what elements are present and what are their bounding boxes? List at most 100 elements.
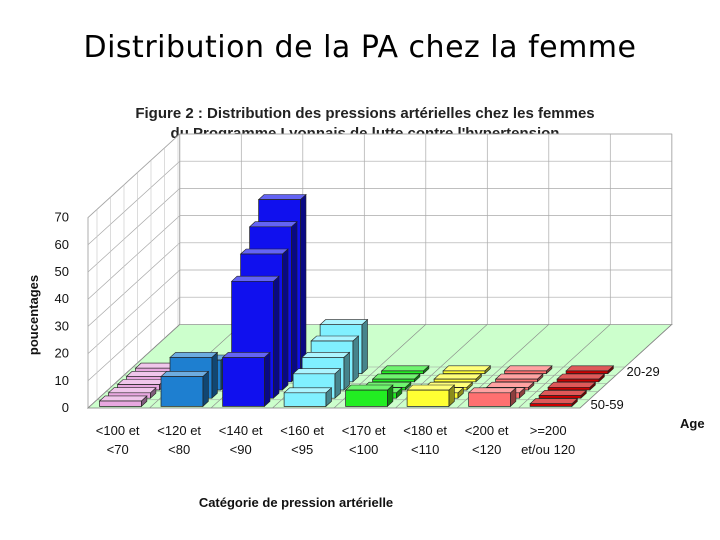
bar-front [381,370,424,374]
bar-top [116,379,166,385]
bar-3d [529,397,579,408]
bar-top [230,275,280,282]
y-tick-label: 0 [62,400,69,415]
x-category-label: <110 [411,442,439,457]
bar-side [343,351,350,391]
bar-3d [494,373,544,383]
bar-top [107,387,157,394]
bar-top [485,381,535,388]
x-category-label: <90 [230,442,252,457]
bar-3d [556,373,606,383]
floor-line [87,324,181,409]
gridline-horizontal [87,296,672,382]
gridline-horizontal [87,160,672,246]
bar-front [538,395,582,399]
x-category-label: <180 et [403,423,447,438]
bar-top [344,384,394,391]
y-axis-label: poucentages [26,275,41,355]
bar-3d [160,370,210,408]
bar-top [160,371,210,377]
y-tick-label: 60 [55,237,69,252]
bar-front [529,403,573,407]
bar-top [467,387,517,394]
bar-3d [406,384,456,408]
bar-side [273,275,280,399]
floor-line [518,324,611,409]
y-tick-label: 30 [55,318,69,333]
bar-top [301,351,351,358]
bar-top [503,365,553,372]
gridline-horizontal [87,133,672,218]
bar-3d [371,373,421,383]
slide-title: Distribution de la PA chez la femme [83,30,637,65]
bar-top [380,365,430,372]
y-tick-label: 70 [55,210,69,225]
gridline-horizontal [87,269,672,354]
bar-3d [442,365,492,375]
floor-line [579,324,673,409]
x-axis-label: Catégorie de pression artérielle [199,495,393,510]
chart-title-line-1: Figure 2 : Distribution des pressions ar… [135,105,595,122]
x-category-label: <70 [107,442,129,457]
bar-top [565,365,615,372]
bar-top [406,384,456,391]
bar-top [169,352,219,358]
bar-front [556,378,600,383]
x-category-label: <100 [349,442,378,457]
bar-top [538,390,588,396]
bar-front [345,389,388,407]
series-label: 50-59 [591,397,624,412]
x-category-label: <95 [291,442,313,457]
bar-front [504,370,547,374]
bar-front [468,392,511,407]
bar-top [283,387,333,394]
bars [98,193,615,408]
bar-top [248,221,298,228]
bar-top [319,319,369,326]
bar-top [292,368,342,375]
x-axis-categories: <100 et <70 <120 et <80 <140 et <90 <160 et <95… [96,423,575,457]
bar-front [565,370,609,374]
x-category-label: <200 et [465,423,509,438]
y-tick-label: 20 [55,346,69,361]
bar-front [495,378,538,383]
depth-axis-label: Age [680,416,705,431]
bar-front [547,386,591,391]
series-labels: 20-29 50-59 [591,364,660,412]
bar-3d [98,395,148,408]
y-axis-ticks: 0 10 20 30 40 50 60 70 [55,210,69,415]
bar-3d [433,373,483,383]
bar-top [442,365,492,372]
x-category-label: <120 et [157,423,201,438]
series-label: 20-29 [627,364,660,379]
x-category-label: >=200 [530,423,567,438]
bar-3d [503,365,553,375]
gridline-horizontal [87,215,672,300]
bar-front [160,376,204,407]
bar-3d [467,387,517,408]
bar-front [283,392,327,407]
x-category-label: <160 et [280,423,324,438]
y-tick-label: 40 [55,291,69,306]
bar-top [529,398,579,405]
bar-side [300,193,307,375]
x-category-label: <100 et [96,423,140,438]
x-category-label: <120 [472,442,501,457]
bar-front [442,370,486,374]
bar-top [98,395,148,402]
bar-side [361,318,368,375]
x-category-label: et/ou 120 [521,442,575,457]
bar-top [556,373,606,380]
bar-3d [344,384,394,408]
bar-top [239,248,289,255]
x-category-label: <140 et [219,423,263,438]
bar-front [372,378,415,383]
bar-top [257,194,307,200]
bar-top [310,335,360,342]
bar-top [547,381,597,388]
bar-3d [221,351,271,408]
bar-3d [538,389,588,399]
bar-front [99,400,142,407]
bar-3d [565,365,615,375]
y-tick-label: 10 [55,373,69,388]
